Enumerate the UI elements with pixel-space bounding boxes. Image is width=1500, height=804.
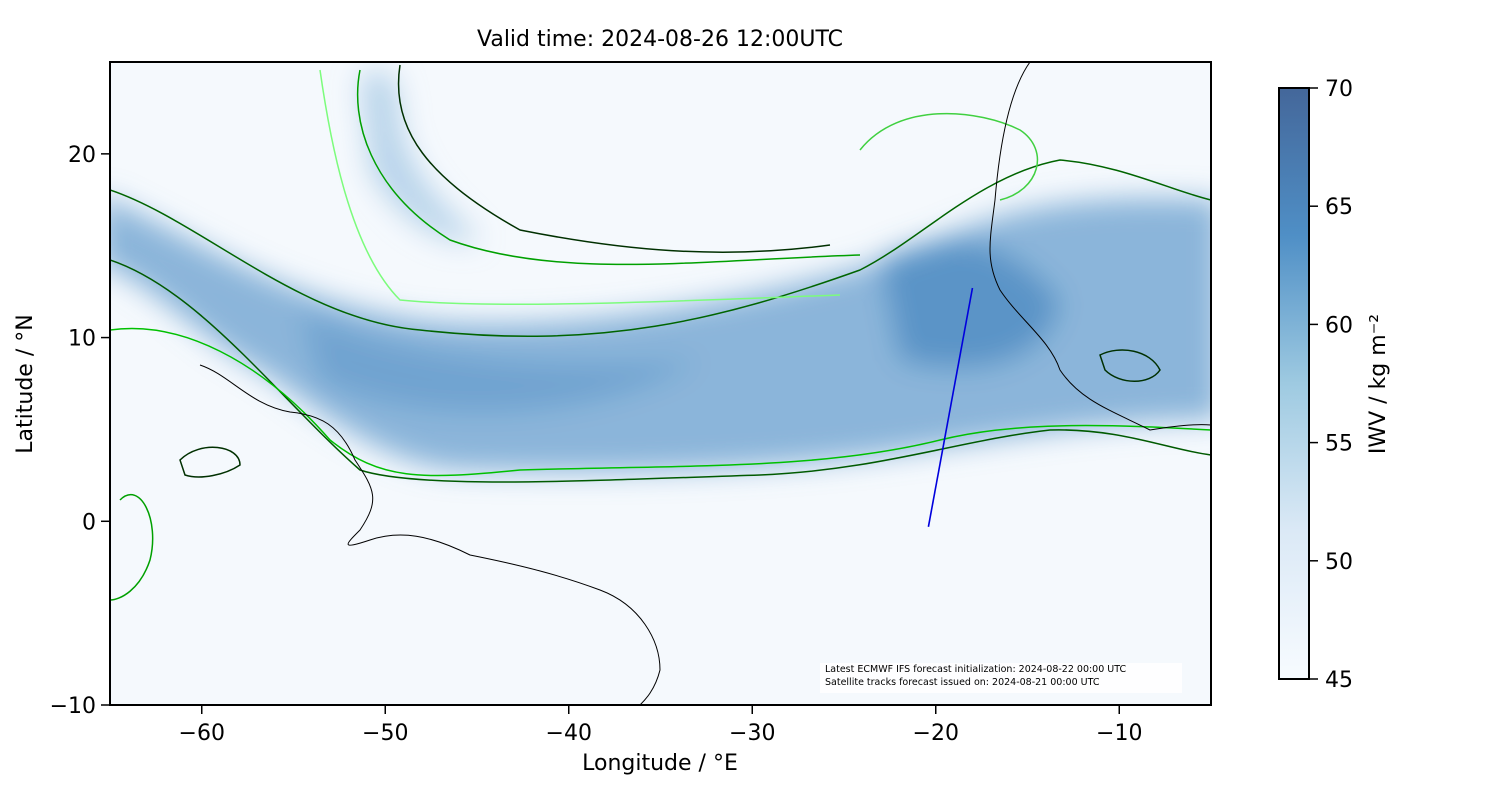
x-tick-label: −50: [362, 721, 408, 746]
x-tick-label: −20: [913, 721, 959, 746]
title: Valid time: 2024-08-26 12:00UTC: [477, 27, 843, 52]
colorbar-tick-label: 60: [1325, 313, 1353, 338]
annotation: Satellite tracks forecast issued on: 202…: [825, 677, 1100, 688]
colorbar: [1278, 87, 1310, 680]
plot-frame: [109, 61, 1212, 706]
colorbar-tick-label: 65: [1325, 195, 1353, 220]
x-tick-label: −40: [546, 721, 592, 746]
satellite-track: [927, 287, 974, 527]
annotation: Latest ECMWF IFS forecast initialization…: [825, 664, 1126, 675]
colorbar-tick-label: 45: [1325, 668, 1353, 693]
y-tick-label: 20: [68, 143, 96, 168]
contours: [110, 64, 1211, 601]
y-tick-label: 0: [82, 510, 96, 535]
colorbar-tick-label: 50: [1325, 550, 1353, 575]
x-tick-label: −60: [179, 721, 225, 746]
x-tick-label: −10: [1096, 721, 1142, 746]
colorbar-tick-label: 55: [1325, 432, 1353, 457]
x-tick-label: −30: [729, 721, 775, 746]
map-area: [110, 62, 1211, 705]
x-axis-label: Longitude / °E: [582, 751, 738, 776]
colorbar-label: IWV / kg m⁻²: [1366, 314, 1391, 454]
y-tick-label: −10: [50, 694, 96, 719]
y-axis-label: Latitude / °N: [13, 314, 38, 453]
annotation-box: [820, 663, 1182, 693]
y-tick-label: 10: [68, 327, 96, 352]
colorbar-tick-label: 70: [1325, 77, 1353, 102]
coastlines: [199, 62, 1211, 705]
